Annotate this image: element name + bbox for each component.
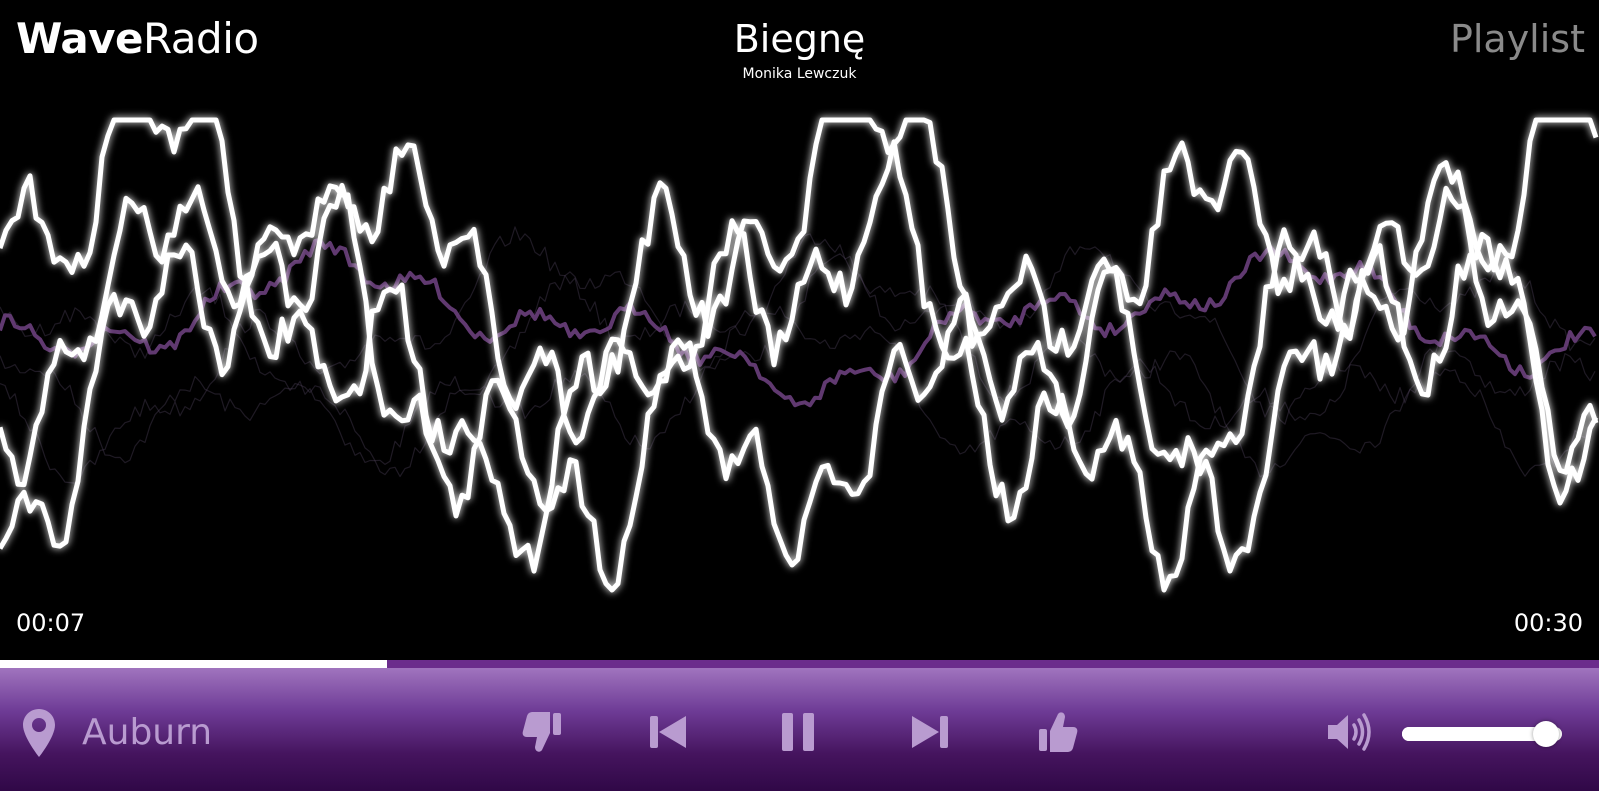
skip-previous-icon [649,714,687,750]
next-button[interactable] [904,706,956,758]
like-button[interactable] [1032,706,1084,758]
map-pin-icon [22,708,56,758]
pause-icon [781,712,815,752]
control-bar: Auburn [0,668,1599,791]
location-selector[interactable]: Auburn [22,708,212,758]
volume-button[interactable] [1326,712,1374,756]
waveform-visualizer [0,117,1599,593]
waveform-main-line [0,140,1599,568]
dislike-button[interactable] [516,706,568,758]
volume-slider[interactable] [1402,721,1562,747]
now-playing: Biegnę Monika Lewczuk [0,20,1599,82]
previous-button[interactable] [642,706,694,758]
thumbs-up-icon [1038,711,1078,753]
pause-button[interactable] [772,706,824,758]
logo-radio-text: Radio [143,14,259,63]
playlist-link[interactable]: Playlist [1449,17,1585,61]
waveform-faint-line [0,246,1596,478]
volume-fill [1402,727,1546,741]
logo-wave-text: Wave [16,14,144,63]
elapsed-time: 00:07 [16,609,86,637]
track-duration: 00:30 [1513,609,1583,637]
waveform-main-line [0,117,1599,574]
waveform-faint-line [0,233,1596,478]
thumbs-down-icon [522,711,562,753]
progress-fill [0,660,387,668]
track-title: Biegnę [733,17,866,61]
volume-knob[interactable] [1533,721,1559,747]
track-artist: Monika Lewczuk [742,66,857,82]
skip-next-icon [911,714,949,750]
location-label: Auburn [82,712,213,753]
progress-bar[interactable] [0,660,1599,668]
waveform-faint-line [0,226,1596,484]
waveform-main-line [0,139,1599,593]
volume-up-icon [1326,713,1374,756]
app-logo: WaveRadio [16,18,259,60]
